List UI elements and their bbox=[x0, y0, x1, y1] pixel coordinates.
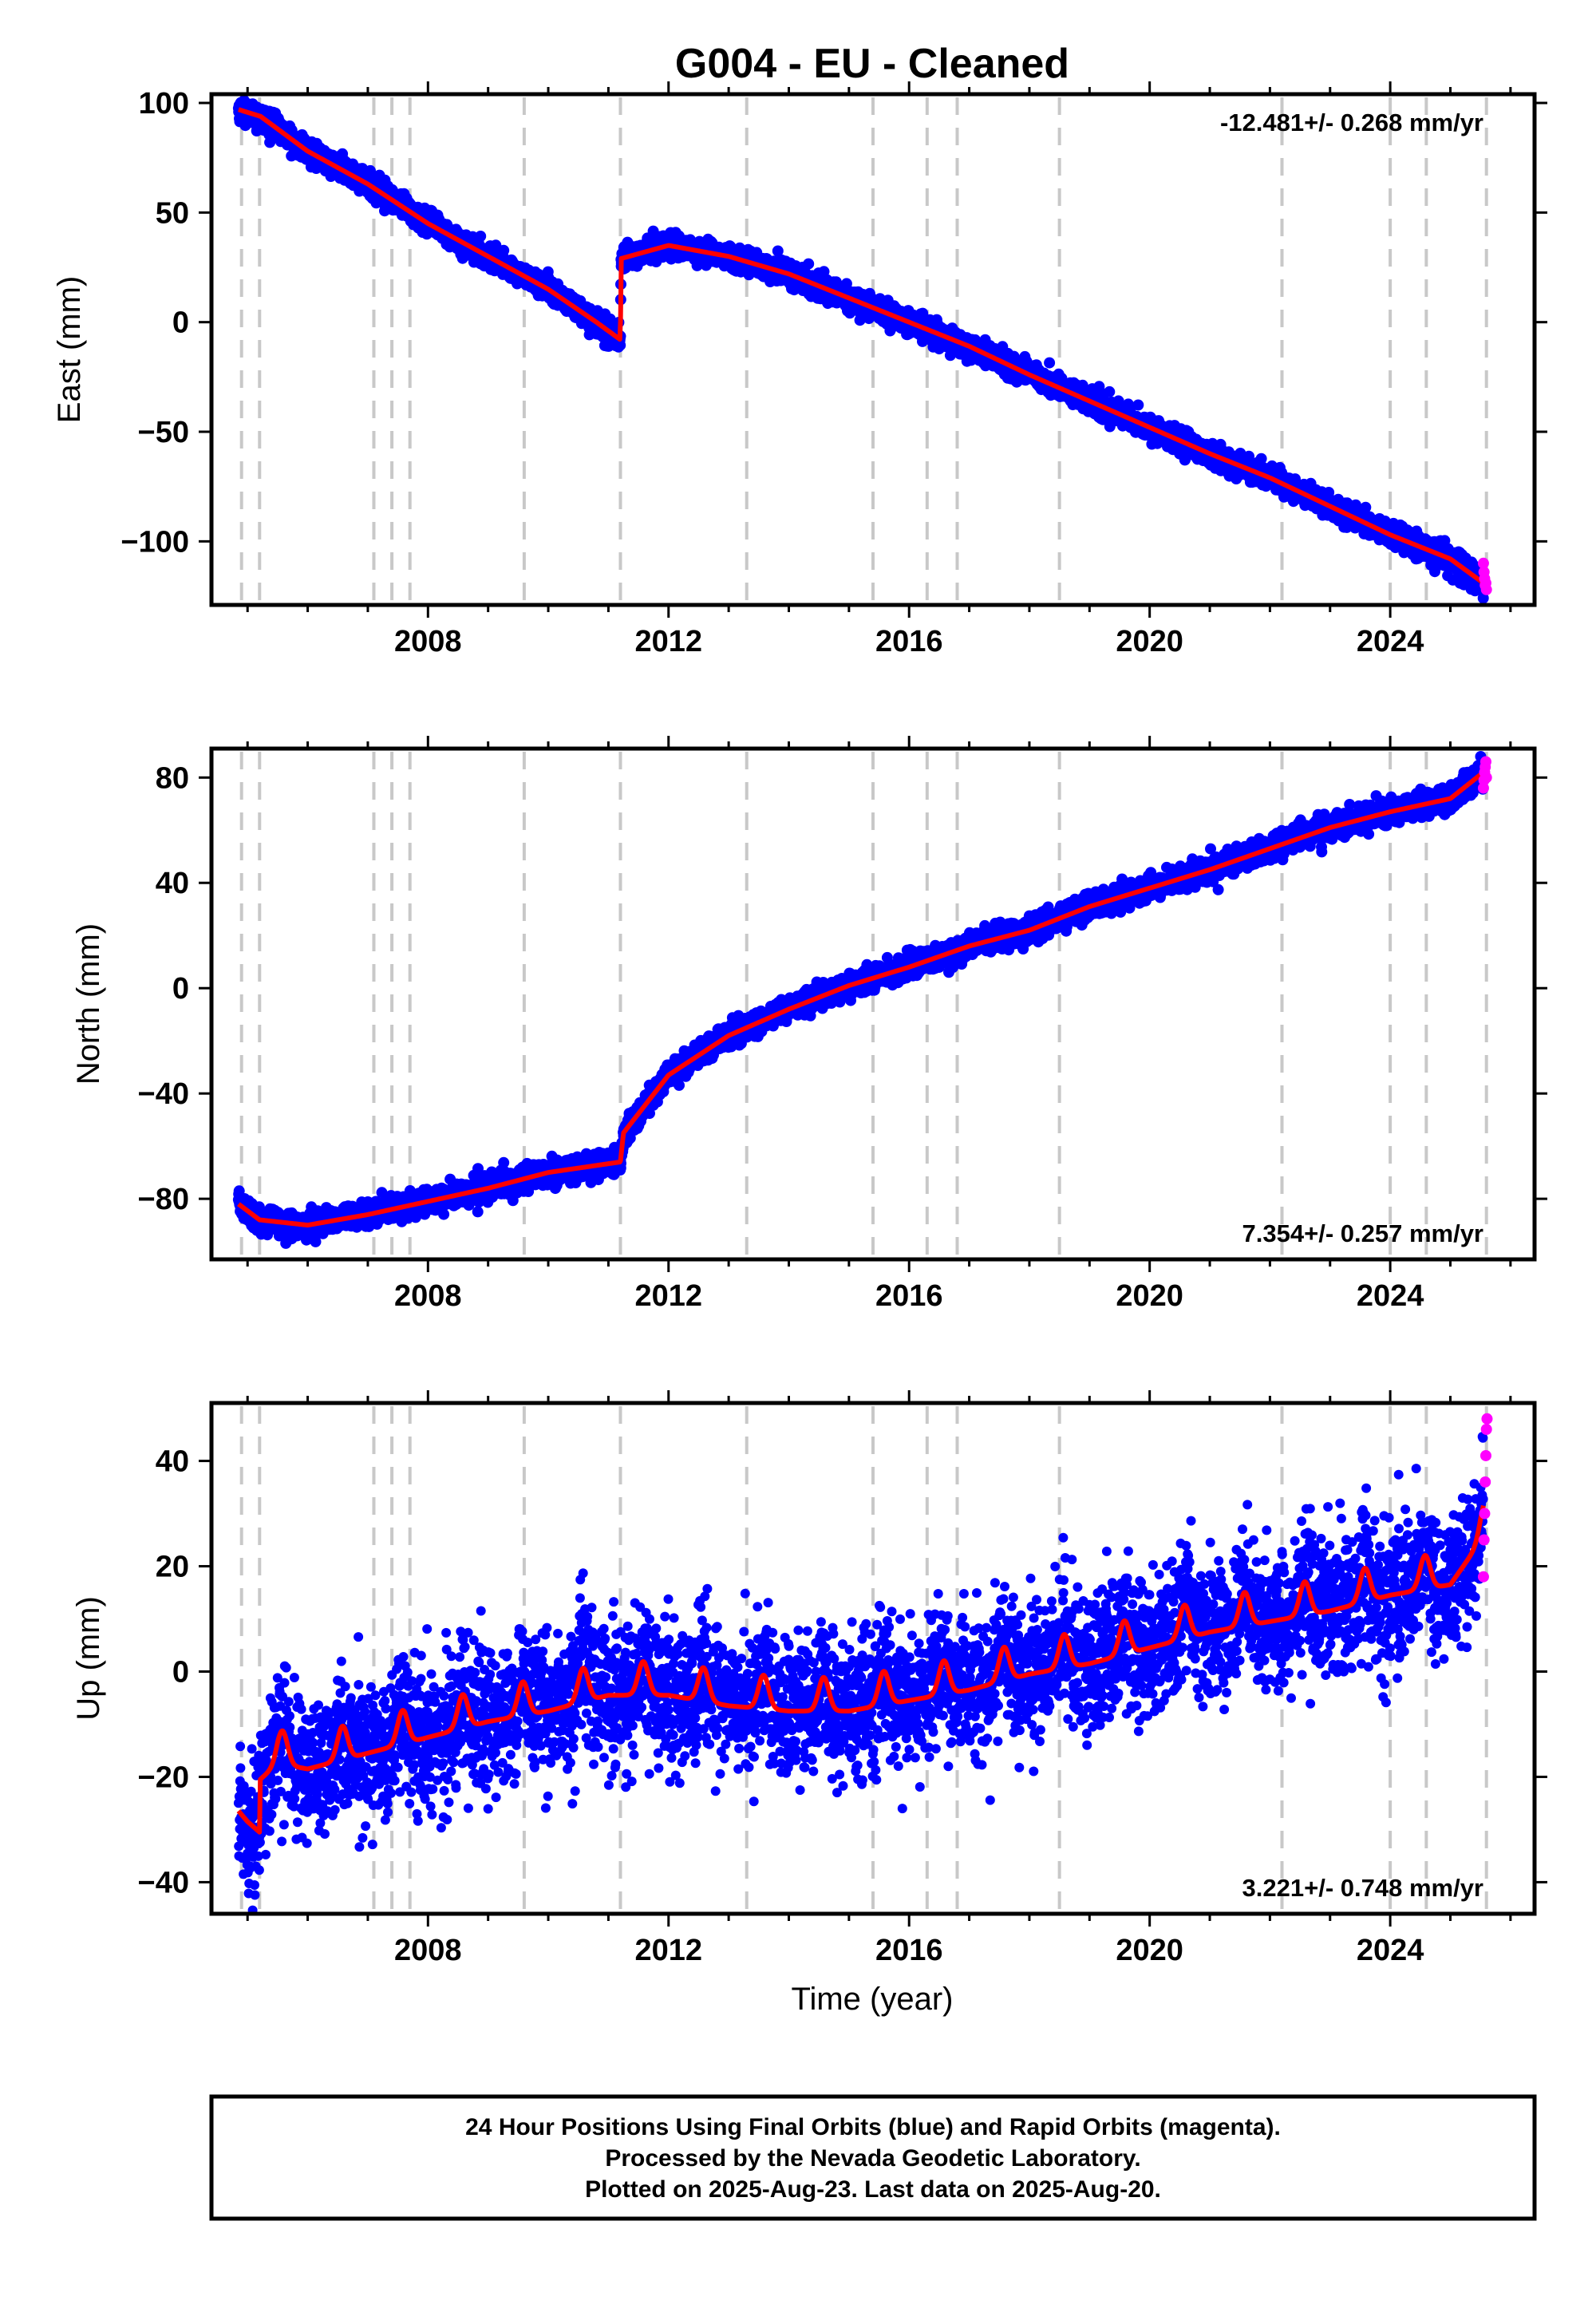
data-layer bbox=[232, 94, 1492, 604]
final-orbit-point bbox=[1044, 357, 1056, 369]
figure-title: G004 - EU - Cleaned bbox=[675, 41, 1069, 87]
final-orbit-point bbox=[475, 231, 487, 242]
final-orbit-point bbox=[1132, 399, 1144, 411]
final-orbit-point bbox=[1104, 385, 1116, 397]
final-orbit-points bbox=[232, 94, 1489, 604]
final-orbit-point bbox=[498, 244, 510, 256]
event-lines bbox=[239, 97, 1488, 602]
final-orbit-point bbox=[803, 258, 815, 270]
